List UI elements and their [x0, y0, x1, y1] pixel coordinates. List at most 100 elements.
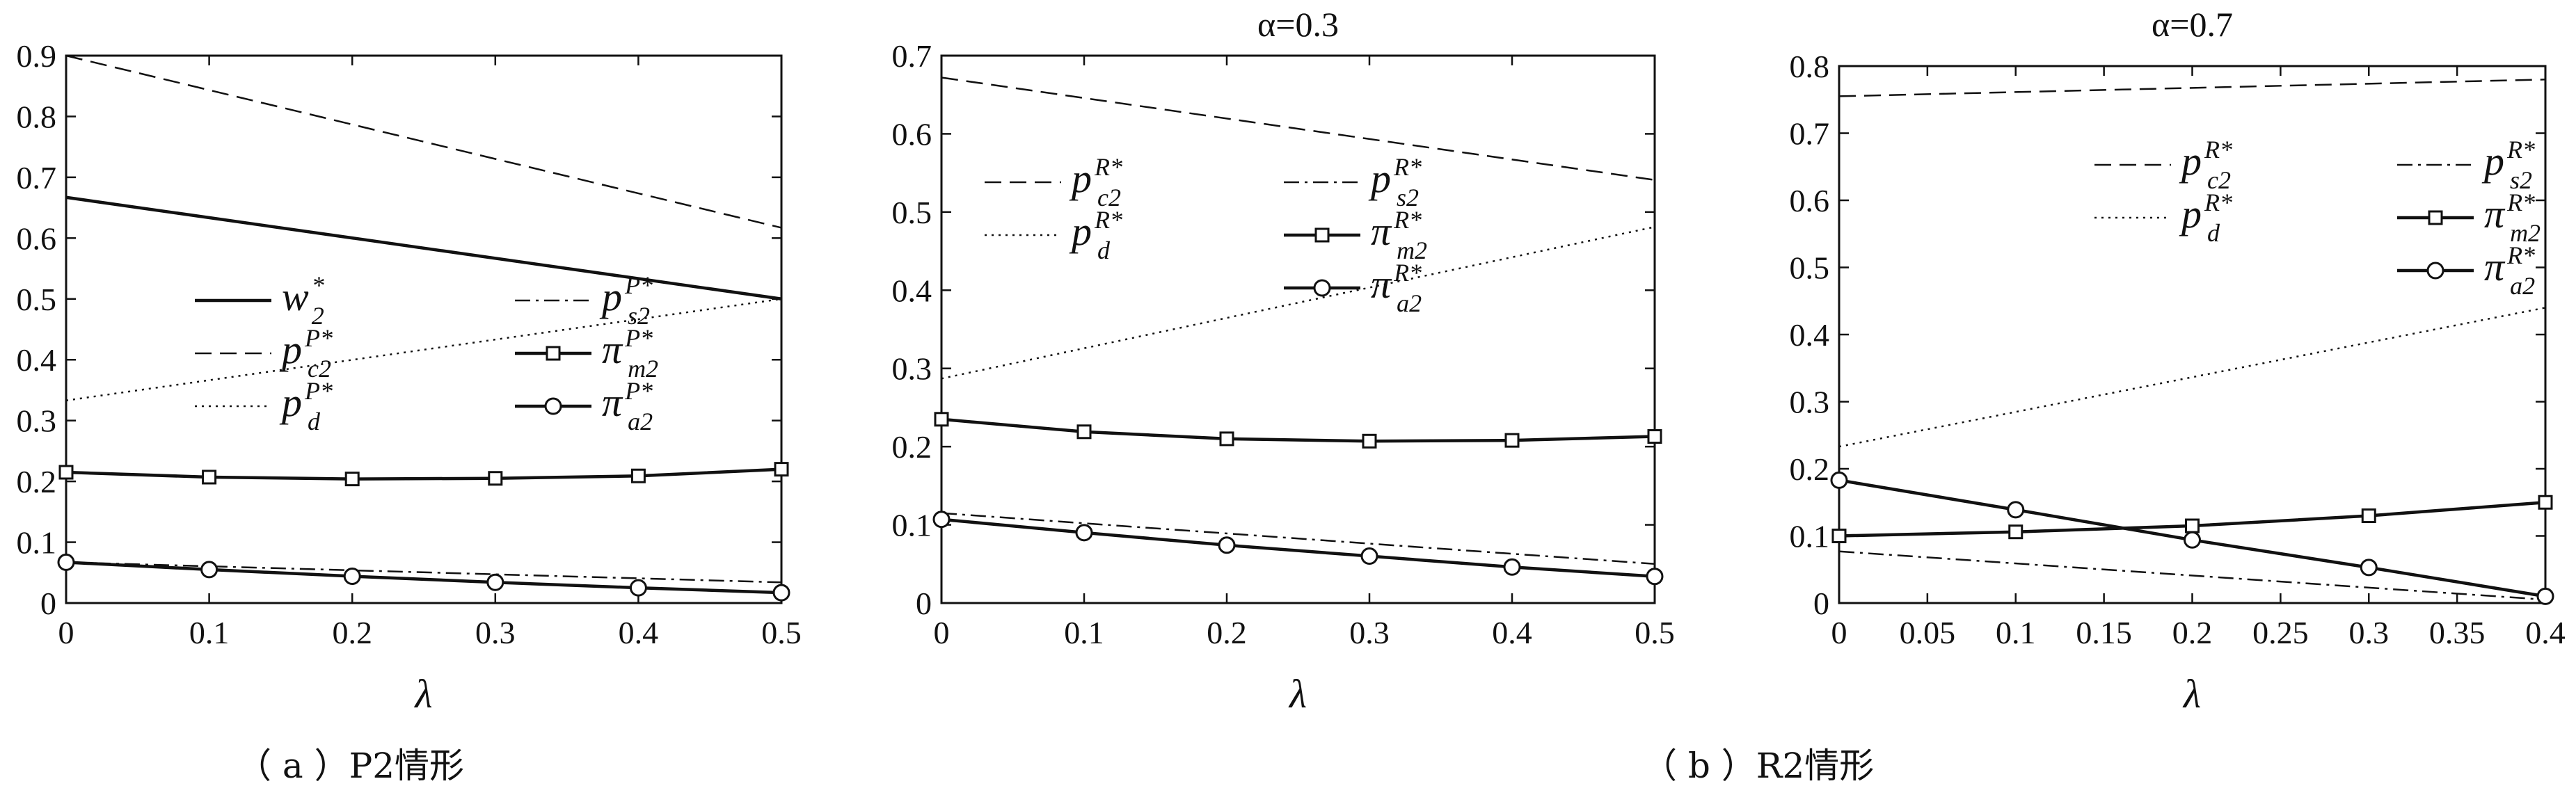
chart_data.2.series.4-label-sup: R*: [2506, 241, 2535, 269]
series-line-ps2r-: [1838, 550, 2546, 601]
chart-panel-1: 0 0.1 0.2 0.3 0.4 0.5 0 0.1 0.2 0.3 0.4 0.5 0.6 0.7 0.…: [17, 38, 802, 716]
chart_data.0.series.5-label-sub: a2: [628, 408, 653, 435]
y-tick-label: 0.2: [1790, 451, 1830, 487]
data-point--a2r-: [1075, 524, 1093, 542]
x-tick-label: 0.5: [761, 615, 802, 650]
data-point--m2r-: [2185, 518, 2200, 533]
y-tick-label: 0.4: [17, 342, 57, 378]
data-point--m2r-: [2008, 524, 2024, 540]
y-tick-label: 0: [916, 586, 932, 621]
x-tick-label: 0.05: [1900, 615, 1956, 650]
chart-panel-2: 0 0.1 0.2 0.3 0.4 0.5 0 0.1 0.2 0.3 0.4 0.5 0.6 0.7 λ α…: [892, 5, 1675, 716]
y-tick-label: 0.3: [1790, 385, 1830, 420]
chart_data.1.series.2-label: p R* s2: [1368, 153, 1422, 211]
y-tick-label: 0.8: [17, 99, 57, 134]
y-tick-label: 0.1: [892, 508, 932, 543]
data-point--a2r-: [932, 511, 951, 529]
data-point--a2r-: [1830, 471, 1848, 489]
x-tick-label: 0.4: [2525, 615, 2566, 650]
chart_data.0.series.1-label-sub: c2: [308, 355, 331, 383]
series-line-ps2r-: [941, 512, 1655, 565]
data-point--m2p-: [630, 468, 646, 483]
data-point--a2p-: [772, 584, 790, 602]
y-tick-label: 0.7: [17, 160, 57, 195]
chart_data.0.series.0-label: w * 2: [282, 271, 324, 330]
plot-frame: [940, 54, 1656, 604]
y-tick-label: 0.6: [1790, 183, 1830, 218]
x-axis-label: λ: [2182, 671, 2201, 716]
chart_data.0.series.3-label-sub: s2: [628, 302, 650, 330]
x-tick-label: 0.4: [1492, 615, 1532, 650]
y-tick-label: 0.2: [17, 464, 57, 499]
series-line-pc2p-: [65, 54, 782, 229]
series-line-pdp-: [65, 298, 782, 402]
data-point--a2r-: [1218, 536, 1236, 554]
chart_data.2.series.3-label: π R* m2: [2484, 188, 2541, 247]
x-tick-label: 0.25: [2252, 615, 2309, 650]
y-tick-label: 0.8: [1790, 49, 1830, 84]
x-tick-label: 0.3: [2349, 615, 2390, 650]
chart_data.1.series.1-label: p R* d: [1069, 206, 1122, 264]
series-line--a2p-: [65, 561, 782, 595]
x-axis-label: λ: [413, 671, 432, 716]
chart_data.1.series.4-label: π R* a2: [1371, 259, 1422, 317]
y-tick-label: 0.7: [1790, 116, 1830, 152]
data-point--m2r-: [934, 412, 949, 427]
chart_data.2.series.2-label-sup: R*: [2506, 136, 2535, 163]
data-point--m2r-: [1219, 431, 1234, 447]
chart-title: α=0.3: [1257, 5, 1339, 44]
y-tick-label: 0.6: [17, 220, 57, 256]
data-point--a2r-: [2360, 559, 2378, 577]
y-tick-label: 0.3: [892, 351, 932, 387]
series-line-pdr-: [1838, 307, 2546, 448]
chart_data.1.series.1-label-sub: d: [1097, 236, 1111, 264]
x-tick-label: 0.1: [1996, 615, 2036, 650]
legend-marker--m2r-: [1314, 227, 1330, 243]
legend-marker--m2p-: [546, 346, 561, 361]
data-point--a2r-: [2184, 531, 2201, 549]
chart_data.1.series.0-label-sup: R*: [1094, 153, 1122, 181]
data-point--m2p-: [202, 469, 217, 485]
data-point--m2r-: [1362, 433, 1377, 449]
chart_data.2.series.1-label-sub: d: [2207, 219, 2220, 247]
chart_data.2.series.1-label: p R* d: [2179, 188, 2232, 247]
x-tick-label: 0.35: [2429, 615, 2486, 650]
x-tick-label: 0: [58, 615, 74, 650]
chart_data.2.series.4-label-sub: a2: [2510, 272, 2535, 300]
x-tick-label: 0.5: [1635, 615, 1675, 650]
legend-marker--a2r-: [2426, 262, 2444, 280]
data-point--m2r-: [1504, 433, 1520, 448]
x-tick-label: 0.2: [2172, 615, 2213, 650]
y-tick-label: 0.6: [892, 116, 932, 152]
chart_data.0.series.5-label-sup: P*: [624, 377, 653, 405]
data-point--m2p-: [344, 472, 360, 487]
data-point--m2p-: [488, 471, 503, 486]
chart_data.0.series.0-label-sub: 2: [312, 302, 324, 330]
x-tick-label: 0: [934, 615, 950, 650]
data-point--a2r-: [1503, 558, 1521, 576]
y-tick-label: 0: [40, 586, 56, 621]
data-point--a2r-: [2536, 587, 2554, 605]
chart_data.2.series.0-label-sub: c2: [2207, 166, 2231, 194]
series-line-ps2p-: [65, 561, 782, 584]
plot-frame: [65, 54, 783, 604]
y-tick-label: 0.1: [17, 525, 57, 561]
series-line-pdr-: [941, 225, 1655, 380]
chart_data.1.series.0-label: p R* c2: [1069, 153, 1122, 211]
series-line-w2-: [65, 195, 782, 301]
data-point--m2p-: [58, 465, 74, 480]
chart_data.1.series.4-label-sub: a2: [1397, 289, 1422, 317]
chart_data.1.series.3-label-sub: m2: [1397, 236, 1427, 264]
y-tick-label: 0.1: [1790, 519, 1830, 554]
chart_data.0.series.2-label: p P* d: [279, 377, 333, 435]
data-point--a2p-: [200, 561, 218, 579]
data-point--m2r-: [1647, 429, 1662, 444]
data-point--a2r-: [1646, 568, 1664, 586]
chart_data.0.series.4-label-sub: m2: [628, 355, 658, 383]
chart_data.0.series.2-label-sub: d: [308, 408, 321, 435]
y-tick-label: 0.5: [17, 282, 57, 317]
data-point--a2r-: [2007, 501, 2025, 519]
x-tick-label: 0.4: [619, 615, 659, 650]
x-tick-label: 0.3: [1349, 615, 1390, 650]
data-point--a2p-: [57, 553, 75, 571]
